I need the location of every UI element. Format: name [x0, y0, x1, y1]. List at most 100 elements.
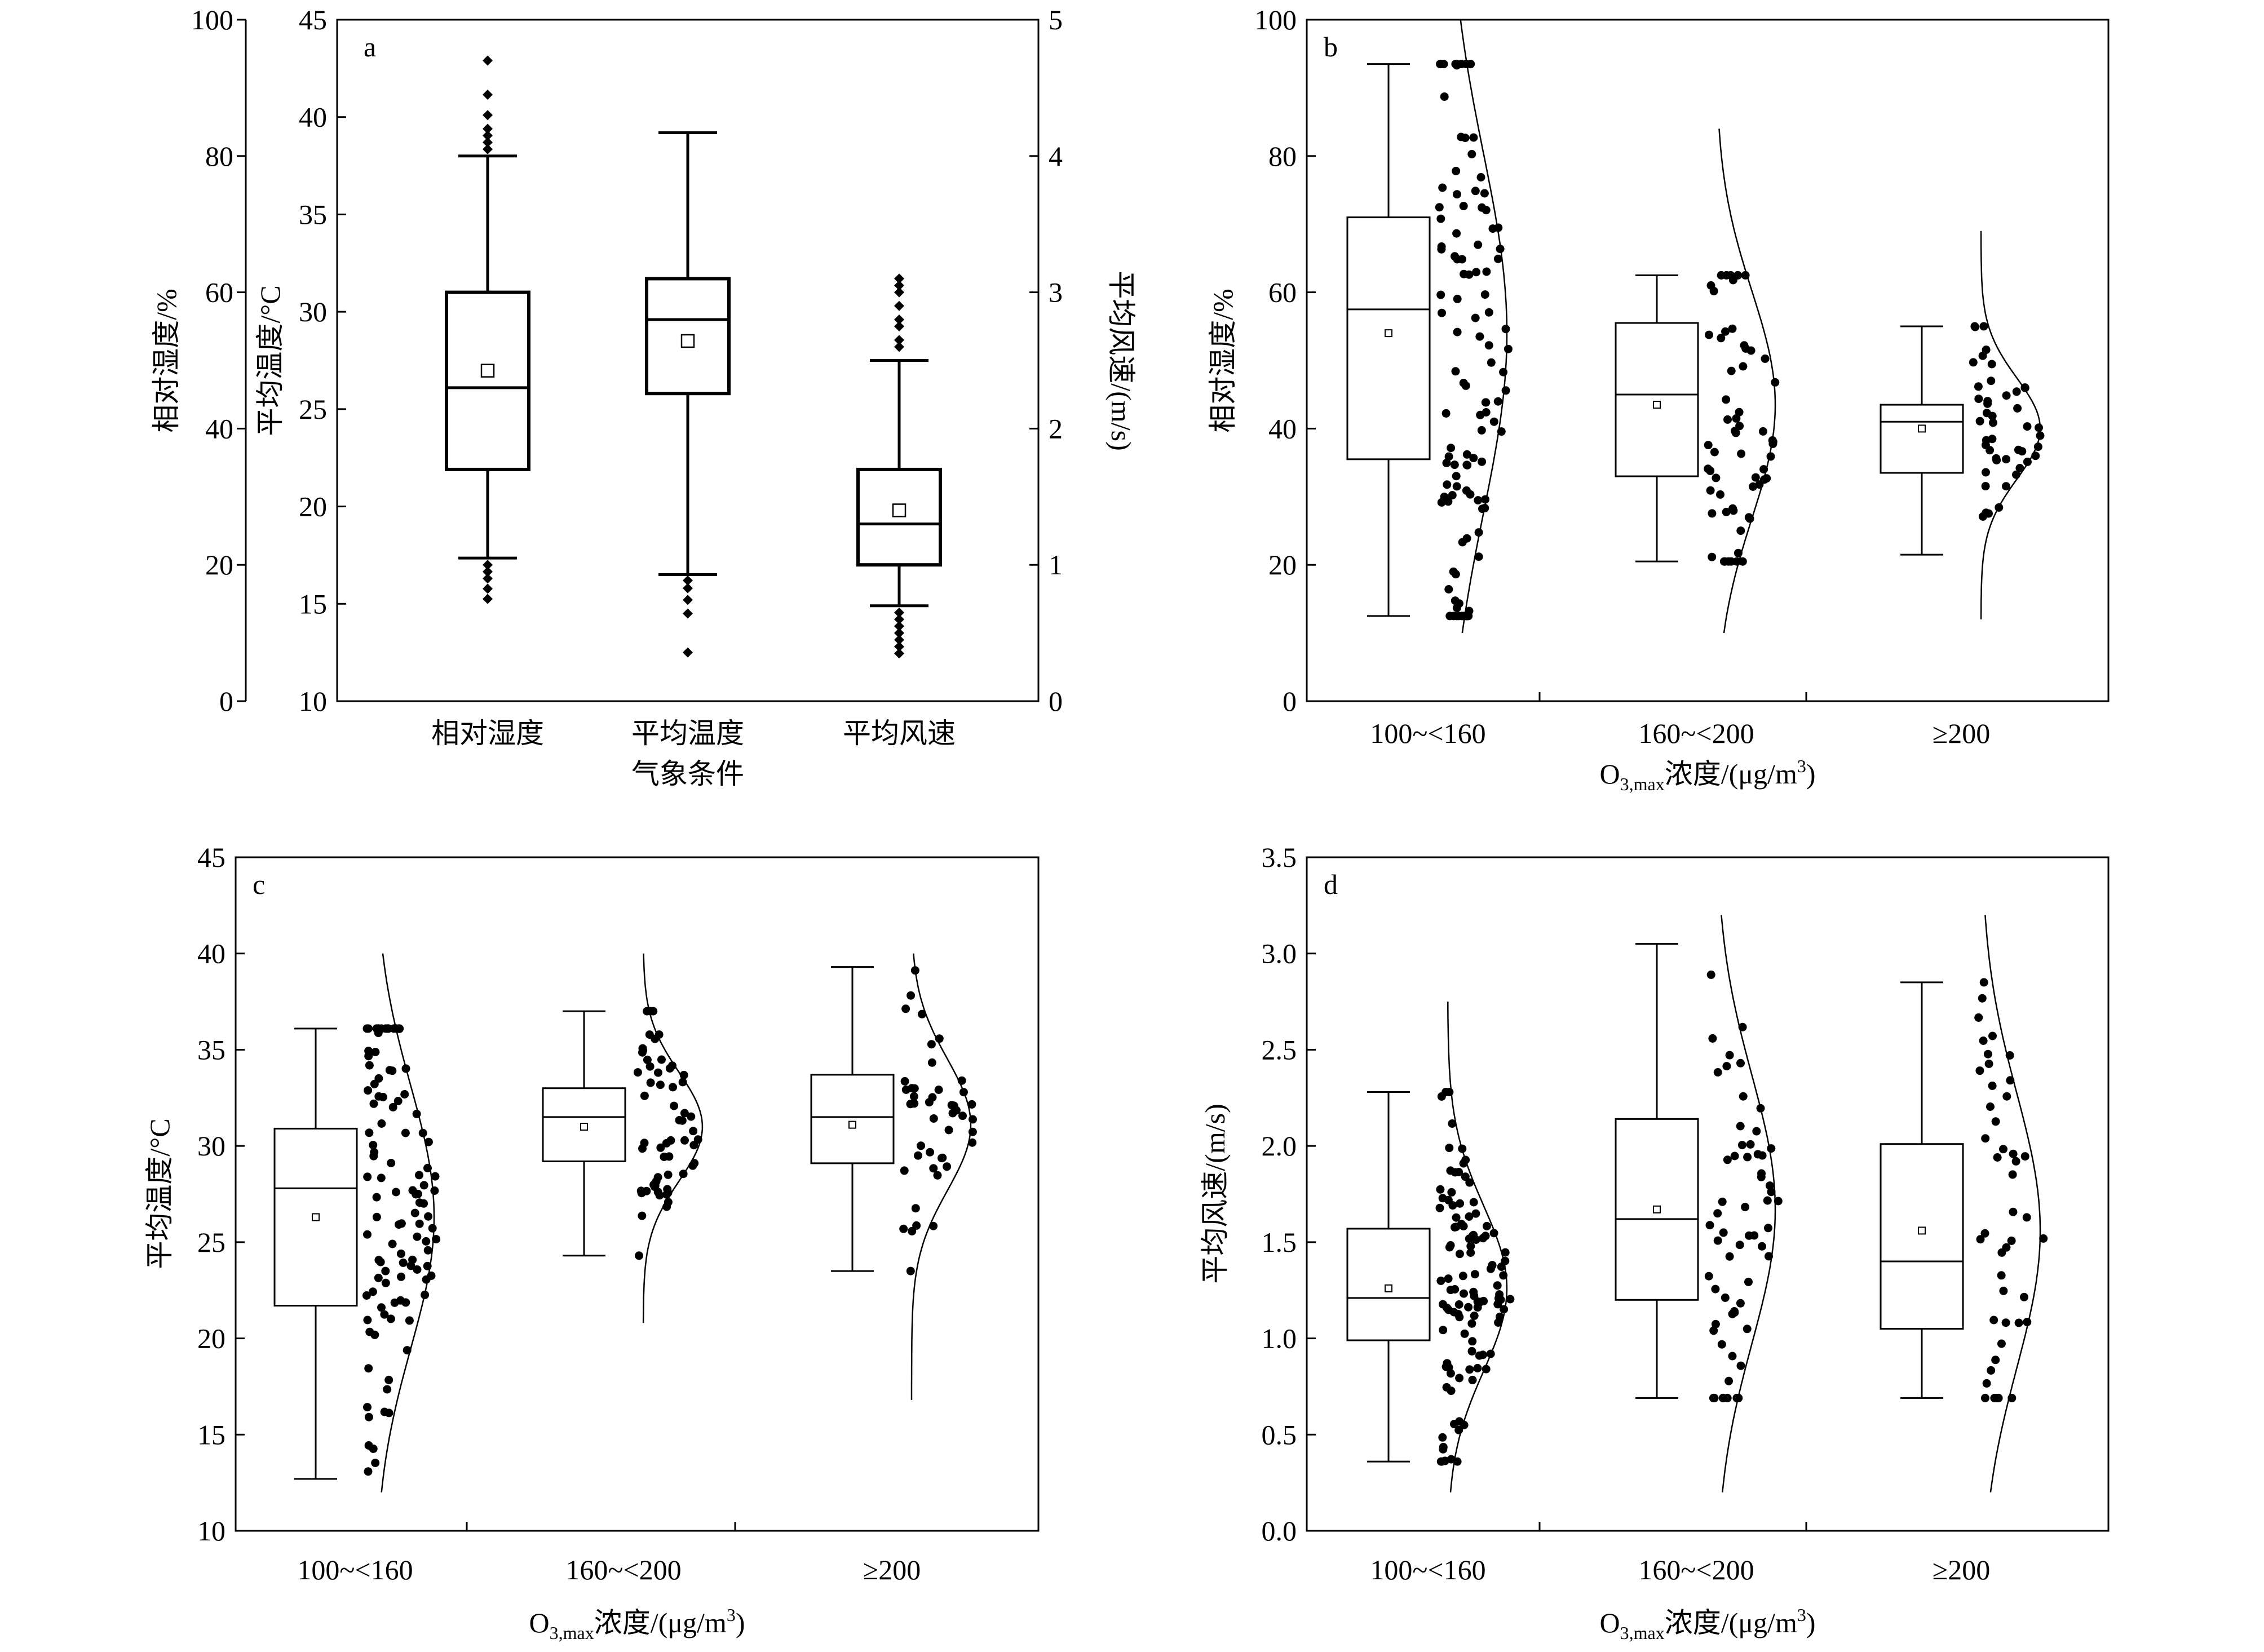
data-point — [419, 1181, 428, 1190]
panel-label: b — [1324, 31, 1338, 63]
data-point — [380, 1310, 389, 1319]
y-axis-tick-label: 25 — [197, 1226, 225, 1258]
outlier-point — [894, 641, 904, 652]
data-point — [1999, 1286, 2008, 1295]
x-tick-label: 100~<160 — [1370, 718, 1485, 749]
data-point — [929, 1114, 938, 1123]
data-point — [1467, 1347, 1476, 1356]
box-1 — [1346, 1002, 1515, 1492]
data-point — [653, 1173, 662, 1182]
data-point — [646, 1007, 655, 1016]
wind-axis-tick-label: 1 — [1049, 549, 1063, 581]
data-point — [1988, 411, 1997, 420]
data-point — [381, 1278, 390, 1287]
data-point — [2013, 404, 2022, 413]
data-point — [364, 1086, 373, 1095]
outlier-point — [894, 273, 904, 284]
data-point — [369, 1151, 378, 1161]
mean-marker — [1653, 401, 1661, 409]
data-point — [1461, 381, 1470, 390]
data-point — [680, 1136, 689, 1145]
data-point — [909, 1092, 918, 1101]
x-tick-label: 平均温度 — [631, 718, 744, 749]
data-point — [1449, 1308, 1458, 1317]
data-point — [1458, 1144, 1467, 1153]
data-point — [1437, 245, 1446, 254]
data-point — [1501, 386, 1510, 395]
data-point — [379, 1092, 387, 1101]
data-point — [1746, 1140, 1755, 1149]
data-point — [1774, 1197, 1783, 1206]
data-point — [392, 1188, 400, 1197]
box-2 — [1615, 915, 1783, 1492]
x-axis-title: O3,max浓度/(μg/m3) — [1600, 1605, 1816, 1643]
data-point — [947, 1101, 956, 1110]
data-point — [1452, 1213, 1461, 1222]
temp-axis-tick-label: 15 — [299, 588, 327, 619]
data-point — [1440, 92, 1449, 101]
y-axis-tick-label: 45 — [197, 841, 225, 873]
data-point — [1493, 1281, 1502, 1290]
outlier-point — [894, 648, 904, 659]
data-point — [396, 1249, 405, 1258]
data-point — [427, 1271, 436, 1280]
temp-axis-tick-label: 40 — [299, 101, 327, 133]
data-point — [2020, 1292, 2028, 1301]
data-point — [364, 1364, 373, 1373]
data-point — [2033, 442, 2042, 451]
y-axis-tick-label: 15 — [197, 1419, 225, 1450]
y-axis-tick-label: 40 — [1268, 413, 1297, 444]
data-point — [2011, 1157, 2020, 1166]
outlier-point — [894, 342, 904, 352]
data-point — [2009, 1149, 2018, 1158]
outlier-point — [483, 55, 493, 66]
data-point — [1739, 362, 1748, 371]
data-point — [640, 1091, 649, 1100]
data-point — [1436, 214, 1445, 223]
data-point — [1758, 427, 1767, 436]
data-point — [1974, 395, 1983, 404]
data-point — [1438, 183, 1447, 192]
data-point — [1482, 267, 1491, 276]
data-point — [1982, 1379, 1991, 1388]
outlier-point — [683, 608, 693, 619]
data-point — [1979, 1037, 1988, 1045]
data-point — [418, 1128, 427, 1137]
outlier-point — [683, 583, 693, 594]
data-point — [1471, 1209, 1480, 1218]
mean-marker — [848, 1120, 856, 1129]
data-point — [2008, 1170, 2017, 1179]
temp-axis-tick-label: 45 — [299, 4, 327, 36]
data-point — [401, 1064, 410, 1073]
data-point — [364, 1412, 373, 1421]
x-tick-label: ≥200 — [863, 1554, 921, 1585]
data-point — [413, 1232, 422, 1241]
data-point — [2023, 1318, 2032, 1326]
data-point — [1765, 1252, 1773, 1261]
panel-label: c — [253, 869, 265, 900]
data-point — [1462, 450, 1471, 459]
data-point — [645, 1062, 655, 1071]
y-axis-tick-label: 3.0 — [1262, 938, 1297, 969]
data-point — [2012, 387, 2021, 396]
x-tick-label: 160~<200 — [565, 1554, 681, 1585]
data-point — [1721, 327, 1730, 336]
data-point — [424, 1137, 433, 1146]
data-point — [2023, 457, 2032, 466]
data-point — [1722, 395, 1731, 404]
data-point — [1487, 358, 1496, 367]
data-point — [424, 1212, 433, 1221]
data-point — [1746, 346, 1756, 355]
density-curve — [1984, 915, 2041, 1492]
data-point — [1738, 557, 1747, 566]
data-point — [1448, 1119, 1457, 1128]
data-point — [1455, 1250, 1464, 1259]
y-axis-tick-label: 20 — [197, 1323, 225, 1354]
data-point — [1457, 132, 1466, 141]
y-axis-tick-label: 30 — [197, 1130, 225, 1162]
data-point — [1474, 240, 1483, 249]
data-point — [646, 1078, 655, 1087]
data-point — [1499, 367, 1508, 377]
data-point — [412, 1109, 421, 1118]
data-point — [2015, 464, 2024, 472]
